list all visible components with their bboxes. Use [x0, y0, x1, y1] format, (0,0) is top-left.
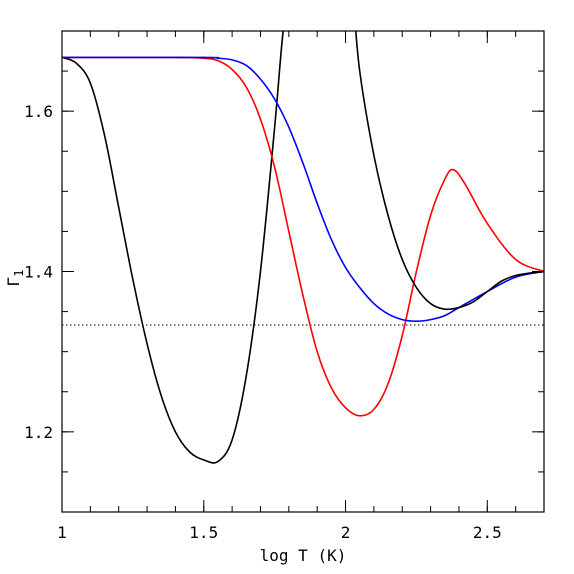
- x-axis-label: log T (K): [260, 546, 347, 565]
- x-tick-label: 1: [57, 523, 67, 542]
- y-axis-label-subscript: 1: [12, 270, 26, 277]
- x-tick-label: 2.5: [473, 523, 502, 542]
- series-line-2: [62, 56, 544, 417]
- plot-frame: [61, 30, 545, 513]
- y-axis-label: Γ1: [4, 270, 26, 287]
- y-tick-label: 1.6: [24, 102, 53, 121]
- x-tick-label: 1.5: [189, 523, 218, 542]
- series-line-3: [62, 56, 544, 322]
- y-tick-label: 1.4: [24, 263, 53, 282]
- y-axis-label-symbol: Γ: [4, 277, 23, 287]
- x-tick-label: 2: [341, 523, 351, 542]
- series-line-4: [354, 31, 544, 311]
- series-line-1: [62, 31, 284, 464]
- y-tick-label: 1.2: [24, 423, 53, 442]
